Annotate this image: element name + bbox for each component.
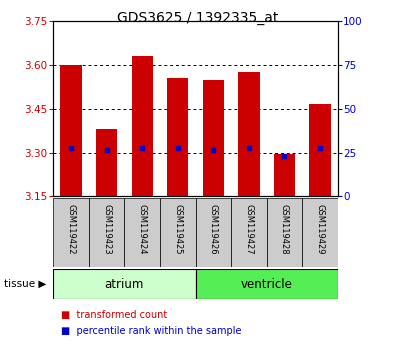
Text: GSM119423: GSM119423 bbox=[102, 204, 111, 255]
Text: tissue ▶: tissue ▶ bbox=[4, 279, 46, 289]
Bar bbox=[196, 269, 338, 299]
Text: GSM119426: GSM119426 bbox=[209, 204, 218, 255]
Text: GSM119427: GSM119427 bbox=[245, 204, 253, 255]
Text: GSM119428: GSM119428 bbox=[280, 204, 289, 255]
Text: GSM119424: GSM119424 bbox=[138, 204, 147, 254]
Bar bbox=[160, 198, 196, 267]
Text: ■  percentile rank within the sample: ■ percentile rank within the sample bbox=[61, 326, 242, 336]
Bar bbox=[96, 129, 117, 196]
Text: ■  transformed count: ■ transformed count bbox=[61, 310, 167, 320]
Text: atrium: atrium bbox=[105, 278, 144, 291]
Bar bbox=[309, 104, 331, 196]
Bar bbox=[267, 198, 302, 267]
Bar bbox=[132, 56, 153, 196]
Bar bbox=[167, 78, 188, 196]
Bar bbox=[203, 80, 224, 196]
Bar bbox=[231, 198, 267, 267]
Text: GSM119425: GSM119425 bbox=[173, 204, 182, 254]
Text: GSM119422: GSM119422 bbox=[67, 204, 75, 254]
Bar bbox=[196, 198, 231, 267]
Bar bbox=[302, 198, 338, 267]
Bar bbox=[124, 198, 160, 267]
Bar bbox=[89, 198, 124, 267]
Text: GSM119429: GSM119429 bbox=[316, 204, 324, 254]
Bar bbox=[53, 198, 89, 267]
Text: ventricle: ventricle bbox=[241, 278, 293, 291]
Text: GDS3625 / 1392335_at: GDS3625 / 1392335_at bbox=[117, 11, 278, 25]
Bar bbox=[274, 154, 295, 196]
Bar bbox=[53, 269, 196, 299]
Bar bbox=[60, 65, 82, 196]
Bar bbox=[238, 72, 260, 196]
